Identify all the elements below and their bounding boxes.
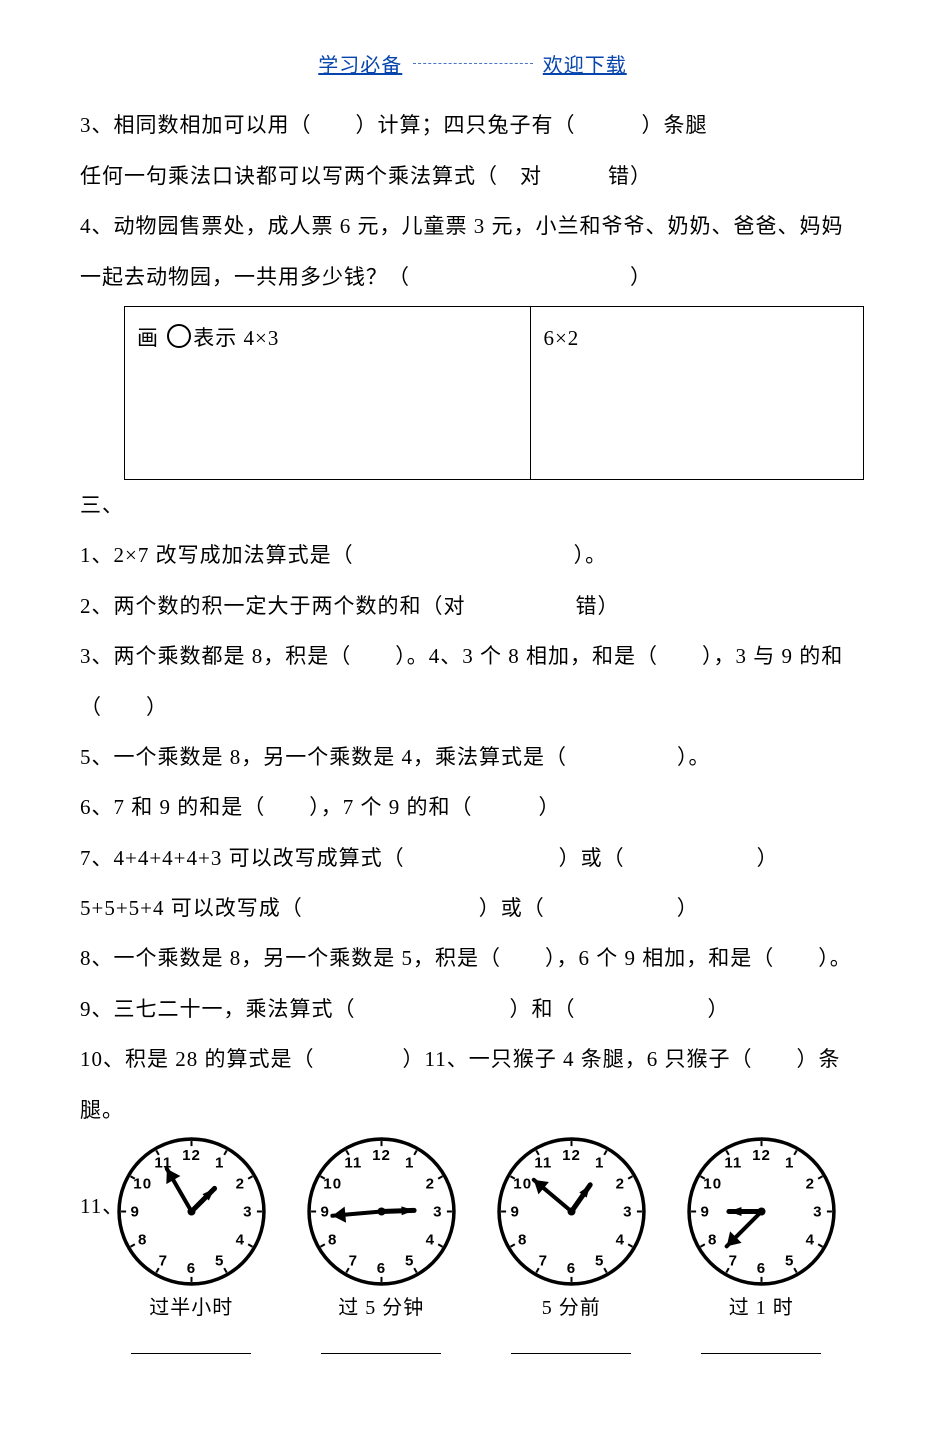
svg-text:5: 5 [785, 1252, 794, 1269]
clock-icon: 12 12 3 45 6 78 9 1011 [679, 1129, 844, 1294]
svg-text:7: 7 [158, 1252, 167, 1269]
s3-q11-label: 11、 [80, 1181, 124, 1231]
svg-text:2: 2 [235, 1175, 244, 1192]
svg-text:9: 9 [320, 1204, 329, 1221]
box-left-post: 表示 4×3 [193, 326, 279, 350]
svg-text:5: 5 [595, 1252, 604, 1269]
svg-text:7: 7 [538, 1252, 547, 1269]
clock-icon: 12 12 3 45 6 78 9 1011 [299, 1129, 464, 1294]
clock-4: 12 12 3 45 6 78 9 1011 过 1 时 [668, 1129, 854, 1372]
answer-blank [511, 1335, 631, 1354]
header-divider [413, 63, 533, 64]
svg-text:10: 10 [323, 1175, 342, 1192]
circle-icon [167, 324, 191, 348]
s3-q9: 9、三七二十一，乘法算式（ ）和（ ） [80, 984, 865, 1034]
draw-box-left: 画 表示 4×3 [125, 306, 531, 479]
svg-text:12: 12 [752, 1147, 771, 1164]
svg-text:7: 7 [348, 1252, 357, 1269]
svg-text:12: 12 [372, 1147, 391, 1164]
answer-blank [131, 1335, 251, 1354]
svg-text:3: 3 [433, 1204, 442, 1221]
svg-text:1: 1 [215, 1155, 224, 1172]
svg-text:11: 11 [724, 1155, 742, 1172]
clock-icon: 12 12 3 45 6 78 9 1011 [109, 1129, 274, 1294]
svg-text:3: 3 [623, 1204, 632, 1221]
svg-text:4: 4 [615, 1232, 624, 1249]
svg-text:2: 2 [615, 1175, 624, 1192]
svg-text:2: 2 [805, 1175, 814, 1192]
answer-blank [701, 1335, 821, 1354]
q4-line2: 一起去动物园，一共用多少钱？（ ） [80, 252, 865, 302]
draw-box-table: 画 表示 4×3 6×2 [124, 306, 864, 480]
page-header: 学习必备 欢迎下载 [80, 40, 865, 90]
clock-caption: 过 1 时 [668, 1294, 854, 1322]
answer-blank [321, 1335, 441, 1354]
svg-text:10: 10 [513, 1175, 532, 1192]
clock-3: 12 12 3 45 6 78 9 1011 5 分前 [478, 1129, 664, 1372]
svg-text:6: 6 [567, 1260, 576, 1277]
clock-icon: 12 12 3 45 6 78 9 1011 [489, 1129, 654, 1294]
svg-text:9: 9 [510, 1204, 519, 1221]
svg-text:6: 6 [757, 1260, 766, 1277]
svg-text:10: 10 [133, 1175, 152, 1192]
svg-text:8: 8 [708, 1232, 717, 1249]
svg-text:6: 6 [187, 1260, 196, 1277]
svg-text:8: 8 [328, 1232, 337, 1249]
draw-box-right: 6×2 [531, 306, 864, 479]
svg-text:10: 10 [703, 1175, 722, 1192]
clock-caption: 过半小时 [98, 1294, 284, 1322]
s3-q10: 10、积是 28 的算式是（ ）11、一只猴子 4 条腿，6 只猴子（ ）条腿。 [80, 1034, 865, 1135]
q3-line2: 任何一句乘法口诀都可以写两个乘法算式（ 对 错） [80, 151, 865, 201]
svg-text:2: 2 [425, 1175, 434, 1192]
s3-q7b: 5+5+5+4 可以改写成（ ）或（ ） [80, 883, 865, 933]
svg-text:11: 11 [154, 1155, 172, 1172]
clock-caption: 过 5 分钟 [288, 1294, 474, 1322]
s3-q2: 2、两个数的积一定大于两个数的和（对 错） [80, 581, 865, 631]
svg-text:3: 3 [243, 1204, 252, 1221]
svg-text:6: 6 [377, 1260, 386, 1277]
svg-text:11: 11 [534, 1155, 552, 1172]
svg-text:1: 1 [595, 1155, 604, 1172]
box-left-pre: 画 [137, 326, 165, 350]
svg-text:12: 12 [562, 1147, 581, 1164]
clocks-row: 121234567891011 过半小时 121234567891011 过 5… [98, 1129, 854, 1372]
svg-text:7: 7 [728, 1252, 737, 1269]
s3-q7: 7、4+4+4+4+3 可以改写成算式（ ）或（ ） [80, 833, 865, 883]
svg-text:1: 1 [405, 1155, 414, 1172]
svg-text:4: 4 [425, 1232, 434, 1249]
header-right-link[interactable]: 欢迎下载 [543, 55, 627, 77]
clock-1: 12 12 3 45 6 78 9 1011 过半小时 [98, 1129, 284, 1372]
svg-text:8: 8 [138, 1232, 147, 1249]
svg-text:4: 4 [805, 1232, 814, 1249]
svg-text:12: 12 [182, 1147, 201, 1164]
s3-q1: 1、2×7 改写成加法算式是（ ）。 [80, 530, 865, 580]
svg-text:3: 3 [813, 1204, 822, 1221]
svg-text:4: 4 [235, 1232, 244, 1249]
clock-2: 12 12 3 45 6 78 9 1011 过 5 分钟 [288, 1129, 474, 1372]
q4-line1: 4、动物园售票处，成人票 6 元，儿童票 3 元，小兰和爷爷、奶奶、爸爸、妈妈 [80, 201, 865, 251]
q3-line1: 3、相同数相加可以用（ ）计算；四只兔子有（ ）条腿 [80, 100, 865, 150]
s3-q6: 6、7 和 9 的和是（ ），7 个 9 的和（ ） [80, 782, 865, 832]
svg-text:1: 1 [785, 1155, 794, 1172]
svg-text:8: 8 [518, 1232, 527, 1249]
clock-caption: 5 分前 [478, 1294, 664, 1322]
header-left-link[interactable]: 学习必备 [318, 55, 402, 77]
svg-text:5: 5 [405, 1252, 414, 1269]
svg-text:9: 9 [700, 1204, 709, 1221]
section-3-heading: 三、 [80, 480, 865, 530]
svg-text:9: 9 [130, 1204, 139, 1221]
s3-q8: 8、一个乘数是 8，另一个乘数是 5，积是（ ），6 个 9 相加，和是（ ）。 [80, 933, 865, 983]
s3-q3: 3、两个乘数都是 8，积是（ ）。4、3 个 8 相加，和是（ ），3 与 9 … [80, 631, 865, 732]
svg-text:11: 11 [344, 1155, 362, 1172]
s3-q5: 5、一个乘数是 8，另一个乘数是 4，乘法算式是（ ）。 [80, 732, 865, 782]
svg-text:5: 5 [215, 1252, 224, 1269]
